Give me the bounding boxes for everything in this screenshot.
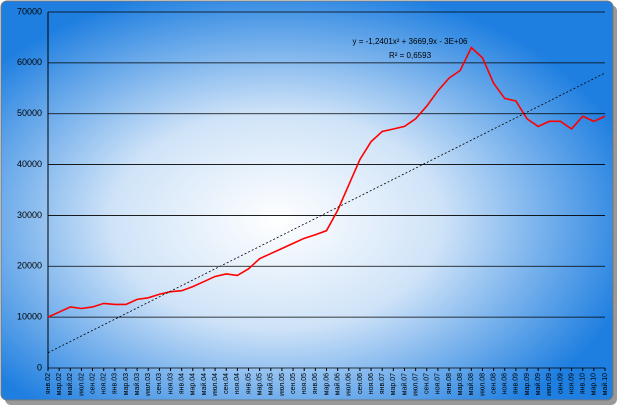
y-tick-label: 10000 (17, 312, 42, 322)
x-tick-label: сен.06 (357, 373, 364, 394)
x-tick-label: янв.05 (245, 373, 252, 394)
x-tick-label: янв.08 (446, 373, 453, 394)
x-tick-label: май.08 (467, 373, 475, 395)
x-tick-label: ноя.04 (234, 373, 241, 394)
y-tick-label: 70000 (17, 6, 42, 16)
x-tick-label: май.03 (133, 373, 141, 395)
x-tick-label: мар.10 (591, 373, 598, 395)
x-tick-label: май.09 (534, 373, 542, 395)
x-tick-label: янв.03 (112, 373, 119, 394)
r-squared: R² = 0,6593 (389, 51, 432, 60)
x-tick-label: мар.08 (457, 373, 464, 395)
x-tick-label: сен.09 (557, 373, 564, 394)
x-tick-label: мар.05 (257, 373, 264, 395)
y-tick-label: 0 (37, 362, 42, 372)
equation: y = -1,2401x² + 3669,9x - 3E+06 (353, 37, 469, 46)
data-line (47, 46, 606, 318)
x-tick-label: ноя.02 (101, 373, 108, 394)
x-tick-label: июл.03 (145, 373, 152, 396)
x-tick-label: май.10 (601, 373, 609, 395)
x-tick-label: мар.09 (524, 373, 531, 395)
x-tick-label: ноя.09 (568, 373, 575, 394)
x-tick-label: янв.04 (179, 373, 186, 394)
x-tick-label: ноя.08 (502, 373, 509, 394)
y-tick-label: 60000 (17, 57, 42, 67)
x-tick-label: сен.08 (490, 373, 497, 394)
x-tick-label: июл.02 (78, 373, 85, 396)
x-tick-label: сен.04 (223, 373, 230, 394)
x-tick-label: янв.07 (379, 373, 386, 394)
y-tick-label: 30000 (17, 210, 42, 220)
x-tick-label: ноя.07 (435, 373, 442, 394)
x-tick-label: ноя.05 (301, 373, 308, 394)
x-tick-label: ноя.06 (368, 373, 375, 394)
x-tick-label: мар.03 (123, 373, 130, 395)
x-tick-label: мар.07 (390, 373, 397, 395)
x-tick-label: мар.04 (190, 373, 197, 395)
x-tick-label: май.05 (267, 373, 275, 395)
x-tick-label: май.07 (400, 373, 408, 395)
x-tick-label: май.02 (66, 373, 74, 395)
x-tick-label: май.04 (200, 373, 208, 395)
x-tick-label: июл.09 (546, 373, 553, 396)
x-tick-label: янв.10 (580, 373, 587, 394)
x-tick-label: мар.02 (56, 373, 63, 395)
x-tick-label: сен.02 (89, 373, 96, 394)
x-tick-label: июл.07 (412, 373, 419, 396)
x-tick-label: янв.02 (45, 373, 52, 394)
x-tick-label: сен.07 (424, 373, 431, 394)
x-tick-label: май.06 (333, 373, 341, 395)
y-tick-label: 20000 (17, 261, 42, 271)
x-tick-label: июл.04 (212, 373, 219, 396)
x-tick-label: янв.09 (513, 373, 520, 394)
y-tick-label: 50000 (17, 108, 42, 118)
x-tick-label: июл.05 (279, 373, 286, 396)
x-tick-label: ноя.03 (167, 373, 174, 394)
y-tick-label: 40000 (17, 159, 42, 169)
x-tick-label: мар.06 (323, 373, 330, 395)
x-tick-label: сен.05 (290, 373, 297, 394)
x-tick-label: сен.03 (156, 373, 163, 394)
chart-frame (0, 0, 614, 401)
x-tick-label: июл.06 (346, 373, 353, 396)
x-tick-label: янв.06 (312, 373, 319, 394)
x-tick-label: июл.08 (479, 373, 486, 396)
